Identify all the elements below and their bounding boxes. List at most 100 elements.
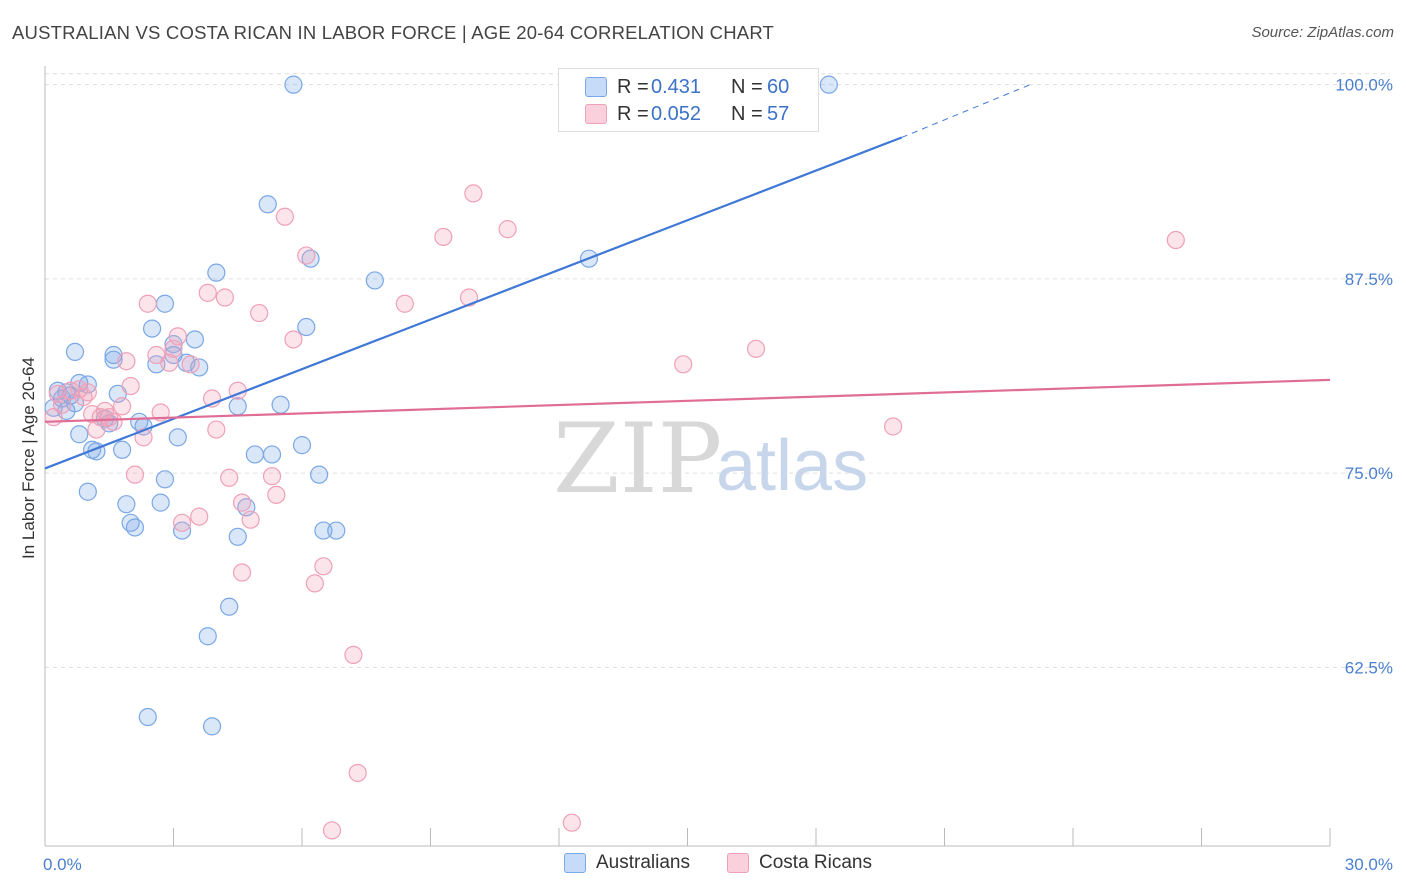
data-point [207,420,226,439]
data-point [241,510,260,529]
data-point [78,383,97,402]
data-point [271,395,290,414]
data-point [202,717,222,736]
data-point [181,355,200,374]
axes [44,66,1331,847]
legend-label-costa-ricans: Costa Ricans [759,852,872,873]
data-point [168,327,187,346]
data-point [284,330,303,349]
data-point [562,813,581,832]
y-tick-label: 75.0% [1345,464,1393,483]
trend-line [44,136,903,470]
series-costa-ricans [44,184,1185,840]
legend-n-label: N = [731,102,763,125]
data-point [228,527,247,546]
data-point [819,75,838,94]
data-point [674,355,693,374]
data-point [327,521,346,540]
data-point [112,397,132,416]
legend-swatch-australians [564,853,586,873]
y-tick-label: 62.5% [1345,658,1393,677]
data-point [297,246,316,265]
data-point [220,468,239,487]
data-point [198,627,217,646]
legend-row-costa-ricans: R = 0.052 N = 57 [559,100,818,128]
data-point [245,445,264,464]
data-point [142,319,162,338]
x-tick-label: 0.0% [43,855,82,874]
data-point [314,521,333,540]
data-point [232,493,252,512]
data-point [78,482,97,501]
watermark: ZIP atlas [553,403,868,515]
data-point [48,384,67,403]
legend-swatch-costa-ricans [727,853,749,873]
data-point [344,645,363,664]
data-point [310,465,329,484]
data-point [125,465,145,484]
legend-r-value: 0.431 [651,75,702,98]
trend-line-extension [901,84,1031,138]
data-point [172,521,192,540]
data-point [297,317,316,337]
legend-n-value: 60 [767,75,790,98]
data-point [305,574,324,593]
data-point [117,495,136,514]
correlation-legend: R = 0.431 N = 60 R = 0.052 N = 57 [558,68,819,132]
y-tick-label: 100.0% [1335,76,1393,95]
data-point [464,184,483,203]
trend-line [44,378,1331,423]
data-point [53,395,72,414]
legend-r-label: R = [617,102,649,125]
data-point [395,294,414,313]
data-point [292,436,312,455]
data-point [459,288,479,307]
data-point [1166,230,1185,250]
data-point [151,403,170,422]
legend-swatch-costa-ricans [585,104,607,124]
data-point [284,75,303,94]
data-point [83,404,102,424]
data-point [228,397,247,416]
data-point [434,227,453,247]
data-point [104,412,123,431]
data-point [498,220,517,239]
data-point [190,507,209,526]
legend-n-label: N = [731,75,763,98]
data-point [138,294,157,313]
legend-label-australians: Australians [596,852,690,873]
data-point [322,821,342,840]
data-point [250,303,269,323]
y-axis-label: In Labor Force | Age 20-64 [19,357,38,559]
watermark-zip: ZIP [553,403,722,515]
watermark-atlas: atlas [716,426,868,506]
data-point [314,557,333,576]
legend-item-australians: Australians [564,852,690,874]
data-point [155,294,175,313]
data-point [117,352,136,371]
data-point [365,271,384,290]
data-point [883,417,903,436]
trendlines [44,84,1331,470]
data-point [70,425,89,444]
data-point [151,493,170,512]
data-point [275,207,294,226]
data-point [262,445,282,464]
legend-r-label: R = [617,75,649,98]
data-point [172,513,192,532]
legend-item-costa-ricans: Costa Ricans [727,852,872,874]
data-point [112,440,132,459]
data-point [65,342,85,361]
data-point [138,707,157,727]
y-tick-label: 87.5% [1345,270,1393,289]
source-credit: Source: ZipAtlas.com [1251,24,1394,41]
data-point [185,330,205,349]
tick-labels: 100.0% 87.5% 75.0% 62.5% 0.0% 30.0% [43,76,1393,874]
data-point [232,563,252,582]
series-legend: Australians Costa Ricans [0,852,1406,878]
data-point [262,467,282,486]
data-point [121,376,140,396]
x-tick-label: 30.0% [1345,855,1393,874]
legend-r-value: 0.052 [651,102,702,125]
